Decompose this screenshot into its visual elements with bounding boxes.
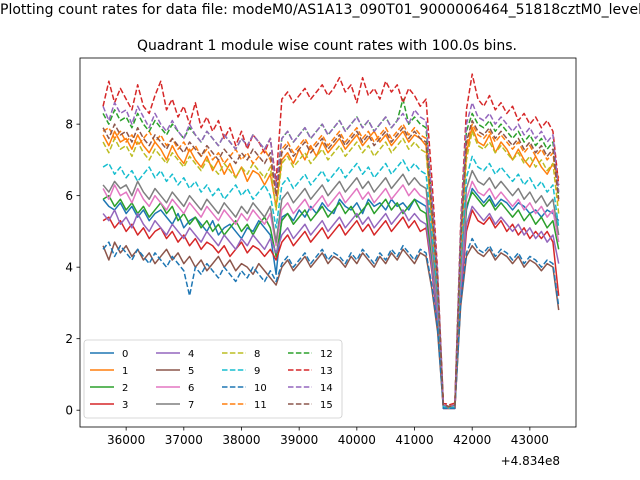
legend-label-10: 10 (254, 383, 267, 394)
series-line-5 (102, 241, 560, 410)
x-offset-label: +4.834e8 (501, 454, 560, 468)
series-line-3 (102, 209, 560, 410)
legend-label-12: 12 (320, 349, 333, 360)
legend-label-6: 6 (188, 383, 194, 394)
y-tick-label-6: 6 (65, 189, 73, 203)
series-line-15 (102, 119, 560, 408)
legend-label-3: 3 (122, 400, 128, 411)
legend-box (83, 339, 343, 419)
series-line-1 (102, 126, 560, 408)
legend-label-9: 9 (254, 366, 260, 377)
series-line-13 (102, 73, 560, 406)
x-tick-label-42000: 42000 (453, 433, 491, 447)
y-tick-label-2: 2 (65, 332, 73, 346)
x-tick-label-41000: 41000 (395, 433, 433, 447)
legend-label-11: 11 (254, 400, 267, 411)
legend-label-5: 5 (188, 366, 194, 377)
series-line-8 (102, 130, 560, 408)
legend-label-0: 0 (122, 349, 128, 360)
series-line-10 (102, 237, 560, 410)
x-tick-label-43000: 43000 (511, 433, 549, 447)
x-tick-label-38000: 38000 (222, 433, 260, 447)
y-tick-label-4: 4 (65, 261, 73, 275)
legend-label-13: 13 (320, 366, 333, 377)
x-tick-label-37000: 37000 (165, 433, 203, 447)
chart-title: Quadrant 1 module wise count rates with … (137, 38, 517, 54)
y-tick-label-0: 0 (65, 404, 73, 418)
x-tick-label-40000: 40000 (338, 433, 376, 447)
legend-label-14: 14 (320, 383, 333, 394)
legend-label-15: 15 (320, 400, 333, 411)
series-line-9 (102, 155, 560, 410)
series-line-2 (102, 191, 560, 410)
figure-suptitle: Plotting count rates for data file: mode… (0, 2, 640, 18)
legend-label-8: 8 (254, 349, 260, 360)
plot-frame (79, 57, 577, 428)
legend-label-7: 7 (188, 400, 194, 411)
axes: 36000 37000 38000 39000 40000 41000 42000 43000… (65, 57, 577, 447)
series-line-14 (102, 101, 560, 408)
legend-label-2: 2 (122, 383, 128, 394)
plot-lines (102, 73, 560, 410)
y-tick-label-8: 8 (65, 118, 73, 132)
series-line-4 (102, 205, 560, 410)
series-line-7 (102, 169, 560, 410)
legend-label-4: 4 (188, 349, 194, 360)
series-line-6 (102, 180, 560, 410)
x-tick-label-39000: 39000 (280, 433, 318, 447)
x-tick-label-36000: 36000 (107, 433, 145, 447)
series-line-0 (102, 187, 560, 410)
legend-label-1: 1 (122, 366, 128, 377)
series-line-11 (102, 123, 560, 408)
